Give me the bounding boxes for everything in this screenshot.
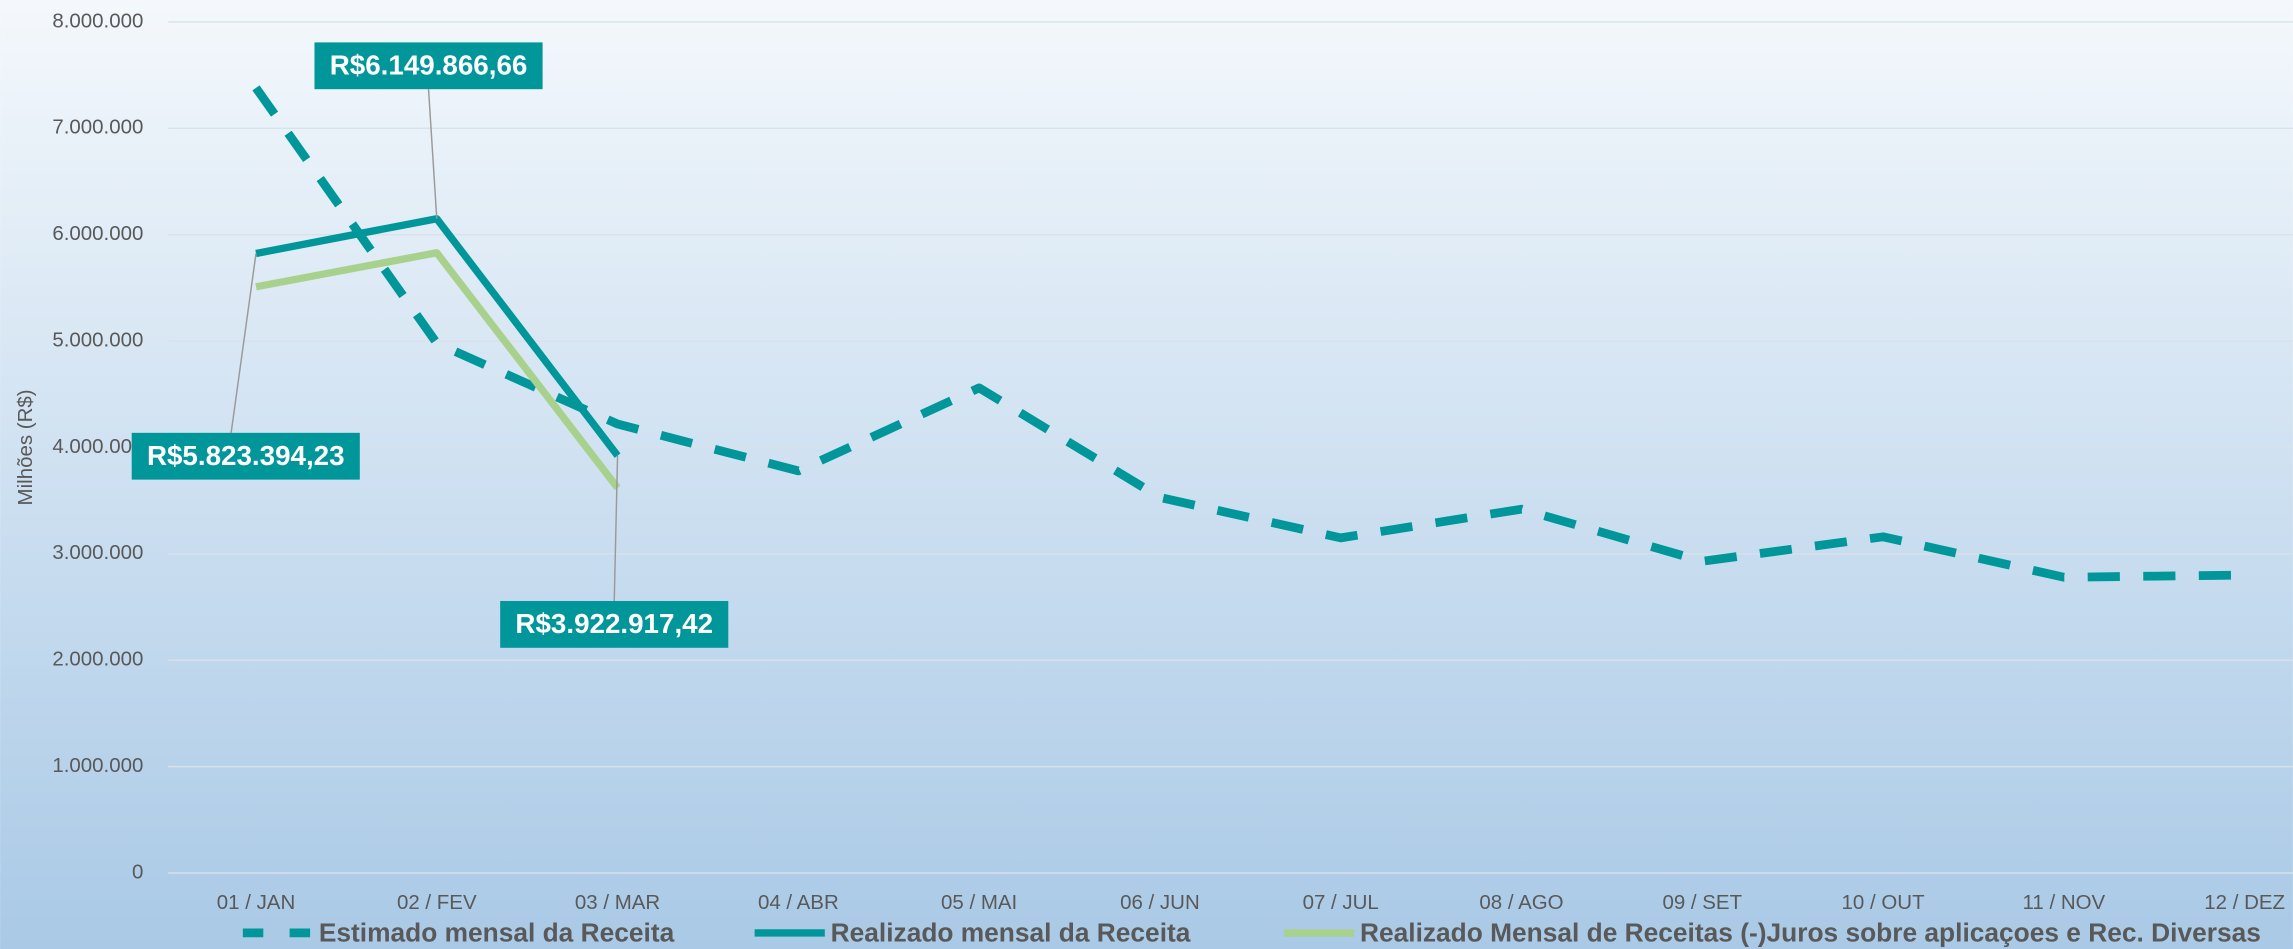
data-label-box: [131, 432, 360, 480]
x-tick-label: 12 / DEZ: [2204, 891, 2285, 914]
series-line: [255, 249, 621, 491]
y-tick-label: 0: [132, 860, 143, 883]
data-label-box: [500, 600, 729, 648]
y-tick-label: 8.000.000: [52, 9, 143, 32]
x-tick-label: 02 / FEV: [397, 891, 477, 914]
data-label: R$6.149.866,66: [330, 50, 528, 81]
x-tick-label: 10 / OUT: [1842, 891, 1926, 914]
data-label: R$5.823.394,23: [147, 440, 345, 471]
x-tick-label: 06 / JUN: [1120, 891, 1200, 914]
y-tick-label: 6.000.000: [52, 222, 143, 245]
x-tick-label: 08 / AGO: [1479, 891, 1563, 914]
data-label: R$3.922.917,42: [515, 608, 713, 639]
y-tick-label: 7.000.000: [52, 116, 143, 139]
x-tick-label: 09 / SET: [1662, 891, 1742, 914]
y-tick-label: 2.000.000: [52, 648, 143, 671]
y-tick-label: 1.000.000: [52, 754, 143, 777]
leader-line: [230, 253, 257, 433]
x-tick-label: 05 / MAI: [941, 891, 1017, 914]
x-tick-label: 07 / JUL: [1303, 891, 1379, 914]
leader-line: [613, 455, 619, 602]
y-axis-title: Milhões (R$): [14, 389, 37, 505]
y-tick-label: 3.000.000: [52, 541, 143, 564]
leader-line: [427, 89, 438, 219]
x-tick-label: 11 / NOV: [2023, 891, 2106, 914]
x-tick-label: 03 / MAR: [575, 891, 660, 914]
x-tick-label: 04 / ABR: [758, 891, 839, 914]
legend-label: Realizado Mensal de Receitas (-)Juros so…: [1360, 917, 2261, 947]
y-tick-label: 5.000.000: [52, 328, 143, 351]
y-tick-label: 4.000.000: [52, 435, 143, 458]
legend-label: Estimado mensal da Receita: [319, 917, 675, 947]
x-tick-label: 01 / JAN: [217, 891, 296, 914]
legend-label: Realizado mensal da Receita: [831, 917, 1191, 947]
data-label-box: [314, 42, 543, 90]
